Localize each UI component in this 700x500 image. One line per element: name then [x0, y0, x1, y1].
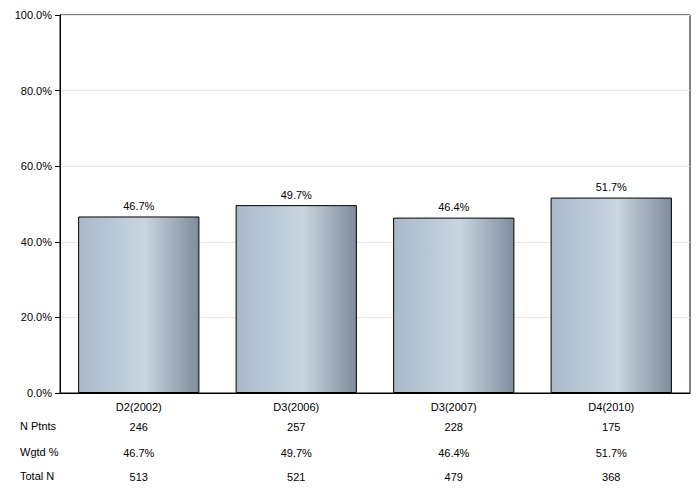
svg-text:N Ptnts: N Ptnts: [20, 420, 57, 432]
svg-text:49.7%: 49.7%: [281, 189, 312, 201]
svg-text:257: 257: [287, 421, 305, 433]
svg-text:0.0%: 0.0%: [27, 387, 52, 399]
svg-text:521: 521: [287, 471, 305, 483]
svg-text:80.0%: 80.0%: [21, 85, 52, 97]
svg-text:479: 479: [445, 471, 463, 483]
svg-text:60.0%: 60.0%: [21, 160, 52, 172]
svg-text:Total N: Total N: [20, 470, 54, 482]
svg-text:D2(2002): D2(2002): [116, 401, 162, 413]
svg-text:246: 246: [130, 421, 148, 433]
svg-text:20.0%: 20.0%: [21, 311, 52, 323]
svg-text:Wgtd %: Wgtd %: [20, 446, 59, 458]
svg-text:175: 175: [602, 421, 620, 433]
svg-text:D3(2006): D3(2006): [273, 401, 319, 413]
svg-text:368: 368: [602, 471, 620, 483]
svg-text:D4(2010): D4(2010): [588, 401, 634, 413]
svg-text:46.4%: 46.4%: [438, 201, 469, 213]
svg-text:40.0%: 40.0%: [21, 236, 52, 248]
svg-text:513: 513: [130, 471, 148, 483]
svg-text:51.7%: 51.7%: [596, 447, 627, 459]
svg-text:100.0%: 100.0%: [15, 9, 53, 21]
svg-text:46.7%: 46.7%: [123, 200, 154, 212]
svg-text:51.7%: 51.7%: [596, 181, 627, 193]
svg-text:46.7%: 46.7%: [123, 447, 154, 459]
svg-text:228: 228: [445, 421, 463, 433]
svg-text:D3(2007): D3(2007): [431, 401, 477, 413]
svg-text:49.7%: 49.7%: [281, 447, 312, 459]
svg-text:46.4%: 46.4%: [438, 447, 469, 459]
